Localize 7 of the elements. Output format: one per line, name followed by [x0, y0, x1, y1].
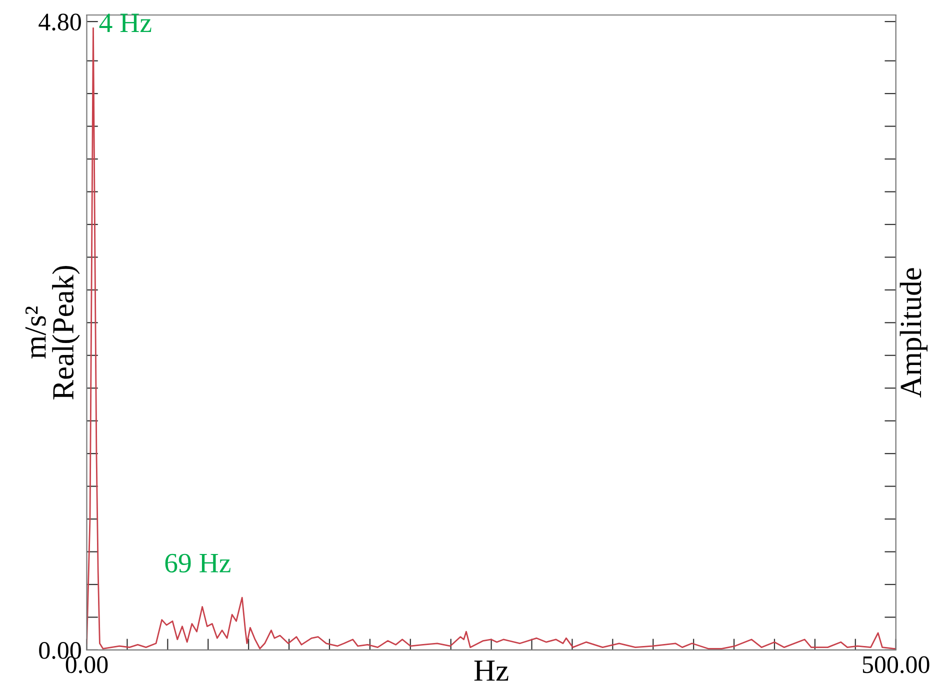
- annotation: 69 Hz: [165, 554, 230, 572]
- x-tick-label: 500.00: [862, 656, 930, 674]
- annotation: 4 Hz: [99, 14, 152, 32]
- x-axis-title: Hz: [474, 660, 508, 681]
- y-axis-title: m/s² Real(Peak): [25, 266, 80, 400]
- y2-axis-title: Amplitude: [900, 268, 928, 398]
- y-tick-label: 4.80: [38, 14, 81, 31]
